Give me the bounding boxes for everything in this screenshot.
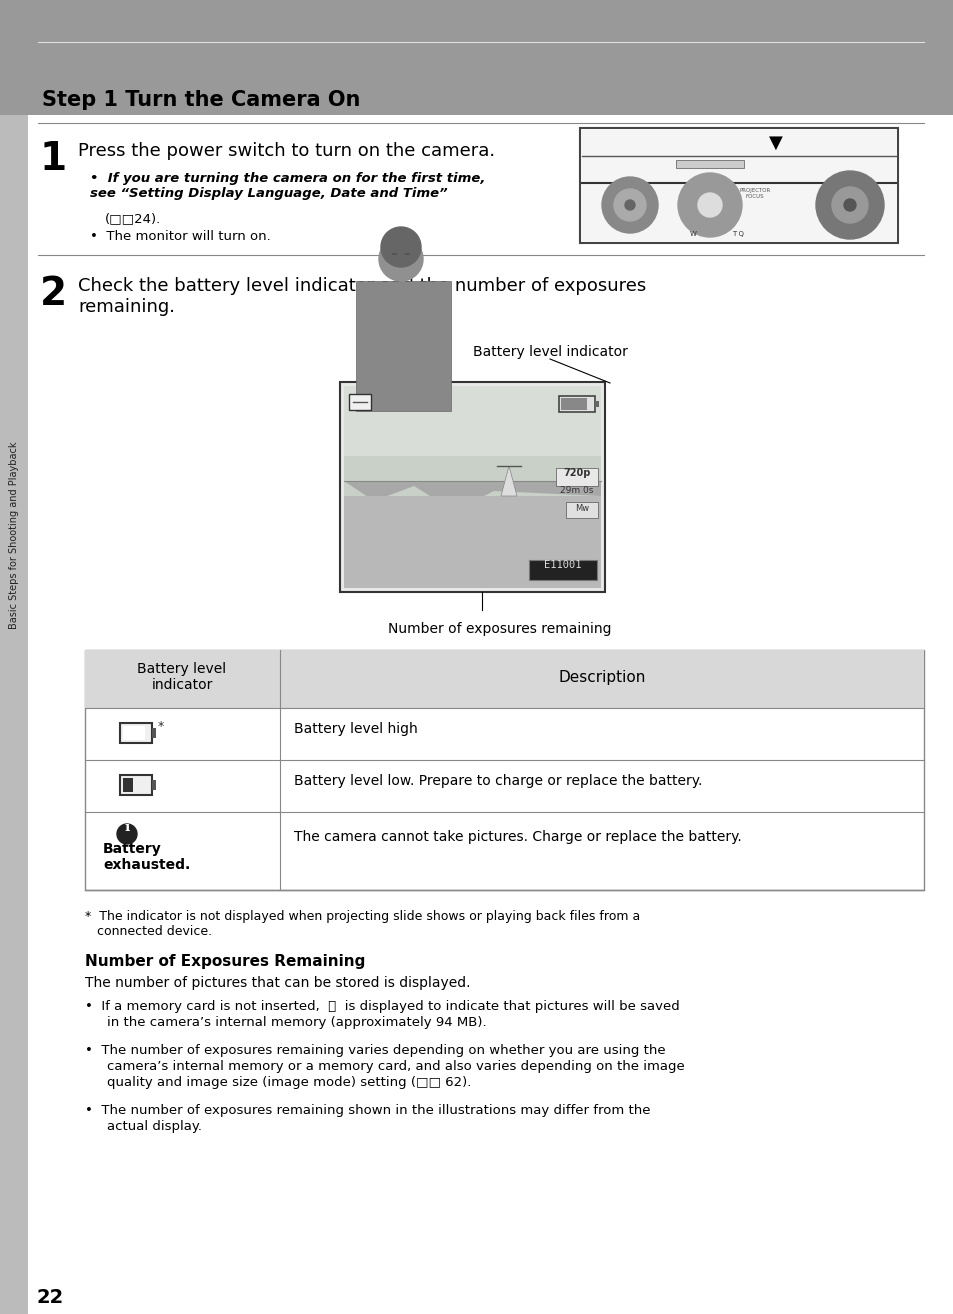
Text: Description: Description [558,670,645,685]
Text: Check the battery level indicator and the number of exposures
remaining.: Check the battery level indicator and th… [78,277,645,315]
Circle shape [624,200,635,210]
Text: *  The indicator is not displayed when projecting slide shows or playing back fi: * The indicator is not displayed when pr… [85,911,639,922]
Bar [344,386,600,587]
Text: ▼: ▼ [768,134,782,152]
Circle shape [843,198,855,212]
Text: Step 1 Turn the Camera On: Step 1 Turn the Camera On [42,89,360,110]
Bar [349,394,371,410]
Circle shape [698,193,721,217]
Text: camera’s internal memory or a memory card, and also varies depending on the imag: camera’s internal memory or a memory car… [107,1060,684,1074]
Bar [0,116,28,1314]
Text: •  The monitor will turn on.: • The monitor will turn on. [90,230,271,243]
Text: The number of pictures that can be stored is displayed.: The number of pictures that can be store… [85,976,470,989]
Bar [85,650,923,708]
Text: 1: 1 [40,141,67,177]
Text: Battery level high: Battery level high [294,721,417,736]
Text: in the camera’s internal memory (approximately 94 MB).: in the camera’s internal memory (approxi… [107,1016,486,1029]
Bar [581,130,895,240]
Circle shape [601,177,658,233]
Text: 2: 2 [40,275,67,313]
Text: W: W [689,231,696,237]
Circle shape [378,237,422,281]
Text: Battery level indicator: Battery level indicator [472,346,627,359]
Text: The camera cannot take pictures. Charge or replace the battery.: The camera cannot take pictures. Charge … [294,830,741,844]
Text: Press the power switch to turn on the camera.: Press the power switch to turn on the ca… [78,142,495,160]
Text: *: * [158,720,164,733]
Bar [85,650,923,890]
Bar [344,495,600,587]
Text: connected device.: connected device. [85,925,212,938]
Circle shape [380,227,420,267]
Circle shape [831,187,867,223]
Bar [560,398,586,410]
Bar [123,778,132,792]
Bar [0,0,953,116]
Text: •  The number of exposures remaining shown in the illustrations may differ from : • The number of exposures remaining show… [85,1104,650,1117]
Bar [579,127,897,243]
Text: Number of Exposures Remaining: Number of Exposures Remaining [85,954,365,968]
Bar [676,160,743,168]
Text: Battery: Battery [103,842,162,855]
Text: Number of exposures remaining: Number of exposures remaining [388,622,611,636]
Bar [339,382,604,593]
Text: 29m 0s: 29m 0s [559,486,593,495]
Circle shape [614,189,645,221]
Text: Battery level
indicator: Battery level indicator [137,662,226,692]
Bar [355,281,451,411]
Text: Basic Steps for Shooting and Playback: Basic Steps for Shooting and Playback [9,442,19,629]
Bar [120,723,152,742]
Text: •  The number of exposures remaining varies depending on whether you are using t: • The number of exposures remaining vari… [85,1045,665,1056]
Bar [558,396,595,413]
Polygon shape [344,481,600,511]
Bar [120,775,152,795]
Text: actual display.: actual display. [107,1120,202,1133]
Bar [565,502,598,518]
Text: •  If you are turning the camera on for the first time,
see “Setting Display Lan: • If you are turning the camera on for t… [90,172,485,200]
Text: ℹ: ℹ [125,820,131,834]
Text: T Q: T Q [731,231,743,237]
Circle shape [678,173,741,237]
Text: (□□24).: (□□24). [105,212,161,225]
Text: E11001: E11001 [543,560,581,570]
Bar [595,401,598,407]
Bar [556,468,598,486]
Polygon shape [500,466,517,495]
Bar [123,727,145,740]
Bar [152,781,156,790]
Bar [344,386,600,456]
Text: •  If a memory card is not inserted,  ⓝ  is displayed to indicate that pictures : • If a memory card is not inserted, ⓝ is… [85,1000,679,1013]
Text: exhausted.: exhausted. [103,858,190,872]
Text: PROJECTOR
FOCUS: PROJECTOR FOCUS [739,188,770,198]
Text: Mw: Mw [575,505,588,512]
Text: 22: 22 [36,1288,64,1307]
Bar [529,560,597,579]
Text: quality and image size (image mode) setting (□□ 62).: quality and image size (image mode) sett… [107,1076,471,1089]
Circle shape [815,171,883,239]
Text: 720p: 720p [562,468,590,478]
Bar [152,728,156,738]
Circle shape [117,824,137,844]
Text: Battery level low. Prepare to charge or replace the battery.: Battery level low. Prepare to charge or … [294,774,701,788]
